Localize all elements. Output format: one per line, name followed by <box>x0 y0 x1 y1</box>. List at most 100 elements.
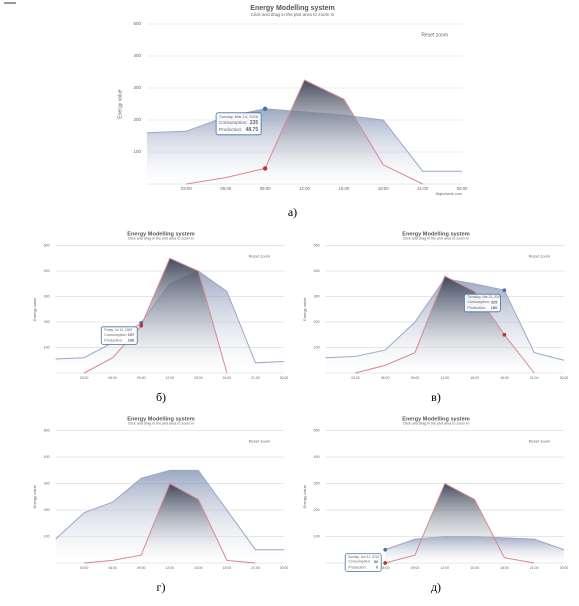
tooltip-value: 0 <box>376 564 379 569</box>
x-tick-label: 09:00 <box>260 186 271 191</box>
y-tick-label: 500 <box>133 21 141 26</box>
x-tick-label: 03:00 <box>351 376 360 380</box>
x-tick-label: 12:00 <box>165 376 174 380</box>
y-tick-label: 400 <box>314 455 320 459</box>
y-tick-label: 400 <box>44 269 50 273</box>
chart-subtitle: Click and drag in the plot area to zoom … <box>403 421 469 425</box>
x-tick-label: 06:00 <box>108 376 117 380</box>
y-tick-label: 200 <box>314 508 320 512</box>
x-tick-label: 21:00 <box>251 376 260 380</box>
x-tick-label: 12:00 <box>440 376 449 380</box>
x-tick-label: 06:00 <box>381 566 390 570</box>
tooltip-box <box>463 293 501 313</box>
credits: Highcharts.com <box>436 192 462 196</box>
x-tick-label: 15:00 <box>470 566 479 570</box>
tooltip-box <box>344 553 382 572</box>
x-tick-label: 21:00 <box>251 566 260 570</box>
y-tick-label: 200 <box>314 320 320 324</box>
x-tick-label: 18:00 <box>223 376 232 380</box>
y-tick-label: 300 <box>314 482 320 486</box>
panel-label: г) <box>157 580 166 594</box>
chart-subtitle: Click and drag in the plot area to zoom … <box>251 12 335 17</box>
x-tick-label: 00:00 <box>560 376 569 380</box>
reset-zoom-button[interactable]: Reset zoom <box>421 32 448 38</box>
reset-zoom-button[interactable]: Reset zoom <box>249 439 271 444</box>
y-tick-label: 100 <box>133 149 141 154</box>
reset-zoom-button[interactable]: Reset zoom <box>529 254 551 259</box>
y-tick-label: 500 <box>44 429 50 433</box>
x-tick-label: 15:00 <box>194 566 203 570</box>
x-tick-label: 21:00 <box>417 186 428 191</box>
y-tick-label: 500 <box>44 244 50 248</box>
series-area <box>186 80 423 184</box>
x-tick-label: 06:00 <box>108 566 117 570</box>
reset-zoom-button[interactable]: Reset zoom <box>249 254 271 259</box>
panel-label: в) <box>431 390 441 404</box>
x-tick-label: 00:00 <box>280 566 289 570</box>
series-area <box>84 258 227 373</box>
hover-point <box>262 166 268 171</box>
chart-title: Energy Modelling system <box>402 231 469 237</box>
tooltip-label: Production: <box>219 127 242 132</box>
tooltip-value: 150 <box>491 305 498 310</box>
x-tick-label: 12:00 <box>440 566 449 570</box>
y-axis-label: Energy value <box>117 89 123 118</box>
tooltip-box <box>100 326 138 345</box>
y-tick-label: 100 <box>44 534 50 538</box>
series-area <box>84 483 256 563</box>
x-tick-label: 09:00 <box>411 566 420 570</box>
y-tick-label: 100 <box>314 534 320 538</box>
series-line <box>83 257 228 374</box>
chart-title: Energy Modelling system <box>127 416 194 422</box>
hover-point <box>139 323 144 328</box>
x-tick-label: 15:00 <box>194 376 203 380</box>
hover-point <box>383 547 388 552</box>
tooltip-value: 50 <box>374 559 379 564</box>
hover-point <box>139 320 144 325</box>
chart-title: Energy Modelling system <box>250 5 334 12</box>
y-tick-label: 400 <box>44 455 50 459</box>
reset-zoom-button[interactable]: Reset zoom <box>529 439 551 444</box>
x-tick-label: 15:00 <box>470 376 479 380</box>
x-tick-label: 18:00 <box>223 566 232 570</box>
y-tick-label: 100 <box>314 345 320 349</box>
hover-point <box>502 332 507 337</box>
x-tick-label: 09:00 <box>137 376 146 380</box>
y-tick-label: 100 <box>44 345 50 349</box>
y-tick-label: 300 <box>314 295 320 299</box>
y-tick-label: 300 <box>133 85 141 90</box>
x-tick-label: 03:00 <box>181 186 192 191</box>
series-line <box>186 79 423 185</box>
chart-subtitle: Click and drag in the plot area to zoom … <box>128 236 194 240</box>
y-tick-label: 200 <box>133 117 141 122</box>
y-tick-label: 500 <box>314 429 320 433</box>
x-tick-label: 06:00 <box>220 186 231 191</box>
chart-subtitle: Click and drag in the plot area to zoom … <box>128 421 194 425</box>
y-axis-label: Energy value <box>32 484 37 508</box>
tooltip-label: Production: <box>348 565 367 569</box>
tooltip-value: 48.75 <box>246 127 259 133</box>
panel-label: а) <box>288 205 297 219</box>
x-tick-label: 00:00 <box>280 376 289 380</box>
tooltip-label: Consumption: <box>348 560 371 564</box>
panel-label: д) <box>431 580 441 594</box>
x-tick-label: 12:00 <box>165 566 174 570</box>
tooltip-value: 325 <box>491 299 498 304</box>
y-axis-label: Energy value <box>302 484 307 508</box>
y-tick-label: 300 <box>44 482 50 486</box>
tooltip-date: Thursday, Mar 24, 2009 <box>467 295 501 299</box>
y-tick-label: 300 <box>44 295 50 299</box>
y-tick-label: 200 <box>44 320 50 324</box>
y-axis-label: Energy value <box>32 297 37 321</box>
chart-title: Energy Modelling system <box>402 416 469 422</box>
x-tick-label: 18:00 <box>378 186 389 191</box>
tooltip-label: Production: <box>467 306 486 310</box>
series-line <box>84 482 256 564</box>
x-tick-label: 09:00 <box>137 566 146 570</box>
